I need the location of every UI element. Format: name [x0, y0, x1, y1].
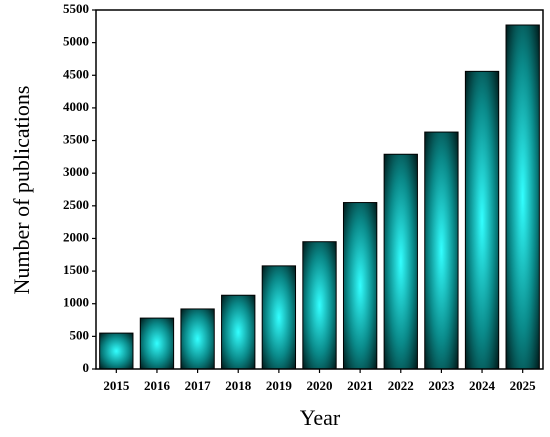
- y-tick-label: 5000: [63, 34, 89, 49]
- x-tick-label: 2018: [225, 378, 252, 393]
- y-axis-title: Number of publications: [9, 86, 34, 295]
- x-tick-label: 2025: [510, 378, 537, 393]
- y-tick-label: 4000: [63, 99, 89, 114]
- bar: [342, 202, 378, 370]
- x-tick-label: 2022: [388, 378, 414, 393]
- y-tick-label: 5500: [63, 1, 89, 16]
- x-tick-label: 2021: [347, 378, 373, 393]
- bar: [302, 241, 337, 370]
- bar: [261, 265, 297, 370]
- bar: [180, 308, 215, 370]
- y-tick-label: 3500: [63, 132, 89, 147]
- x-axis-title: Year: [300, 405, 341, 430]
- x-tick-label: 2017: [185, 378, 212, 393]
- y-tick-label: 2000: [63, 229, 89, 244]
- bar: [464, 70, 500, 370]
- y-tick-label: 4500: [63, 66, 89, 81]
- x-tick-label: 2019: [266, 378, 293, 393]
- bar: [424, 131, 459, 370]
- x-tick-label: 2024: [469, 378, 496, 393]
- y-tick-label: 2500: [63, 197, 89, 212]
- y-tick-label: 3000: [63, 164, 89, 179]
- bar: [221, 294, 256, 370]
- x-tick-label: 2023: [428, 378, 455, 393]
- bar: [99, 332, 134, 370]
- x-tick-label: 2015: [103, 378, 130, 393]
- y-tick-label: 0: [83, 360, 90, 375]
- x-tick-label: 2020: [307, 378, 333, 393]
- y-tick-label: 500: [70, 327, 90, 342]
- bar: [139, 317, 175, 370]
- y-tick-label: 1000: [63, 295, 89, 310]
- bar: [383, 153, 418, 370]
- plot-frame: [95, 9, 544, 370]
- x-tick-label: 2016: [144, 378, 171, 393]
- bar: [505, 24, 540, 370]
- y-tick-label: 1500: [63, 262, 89, 277]
